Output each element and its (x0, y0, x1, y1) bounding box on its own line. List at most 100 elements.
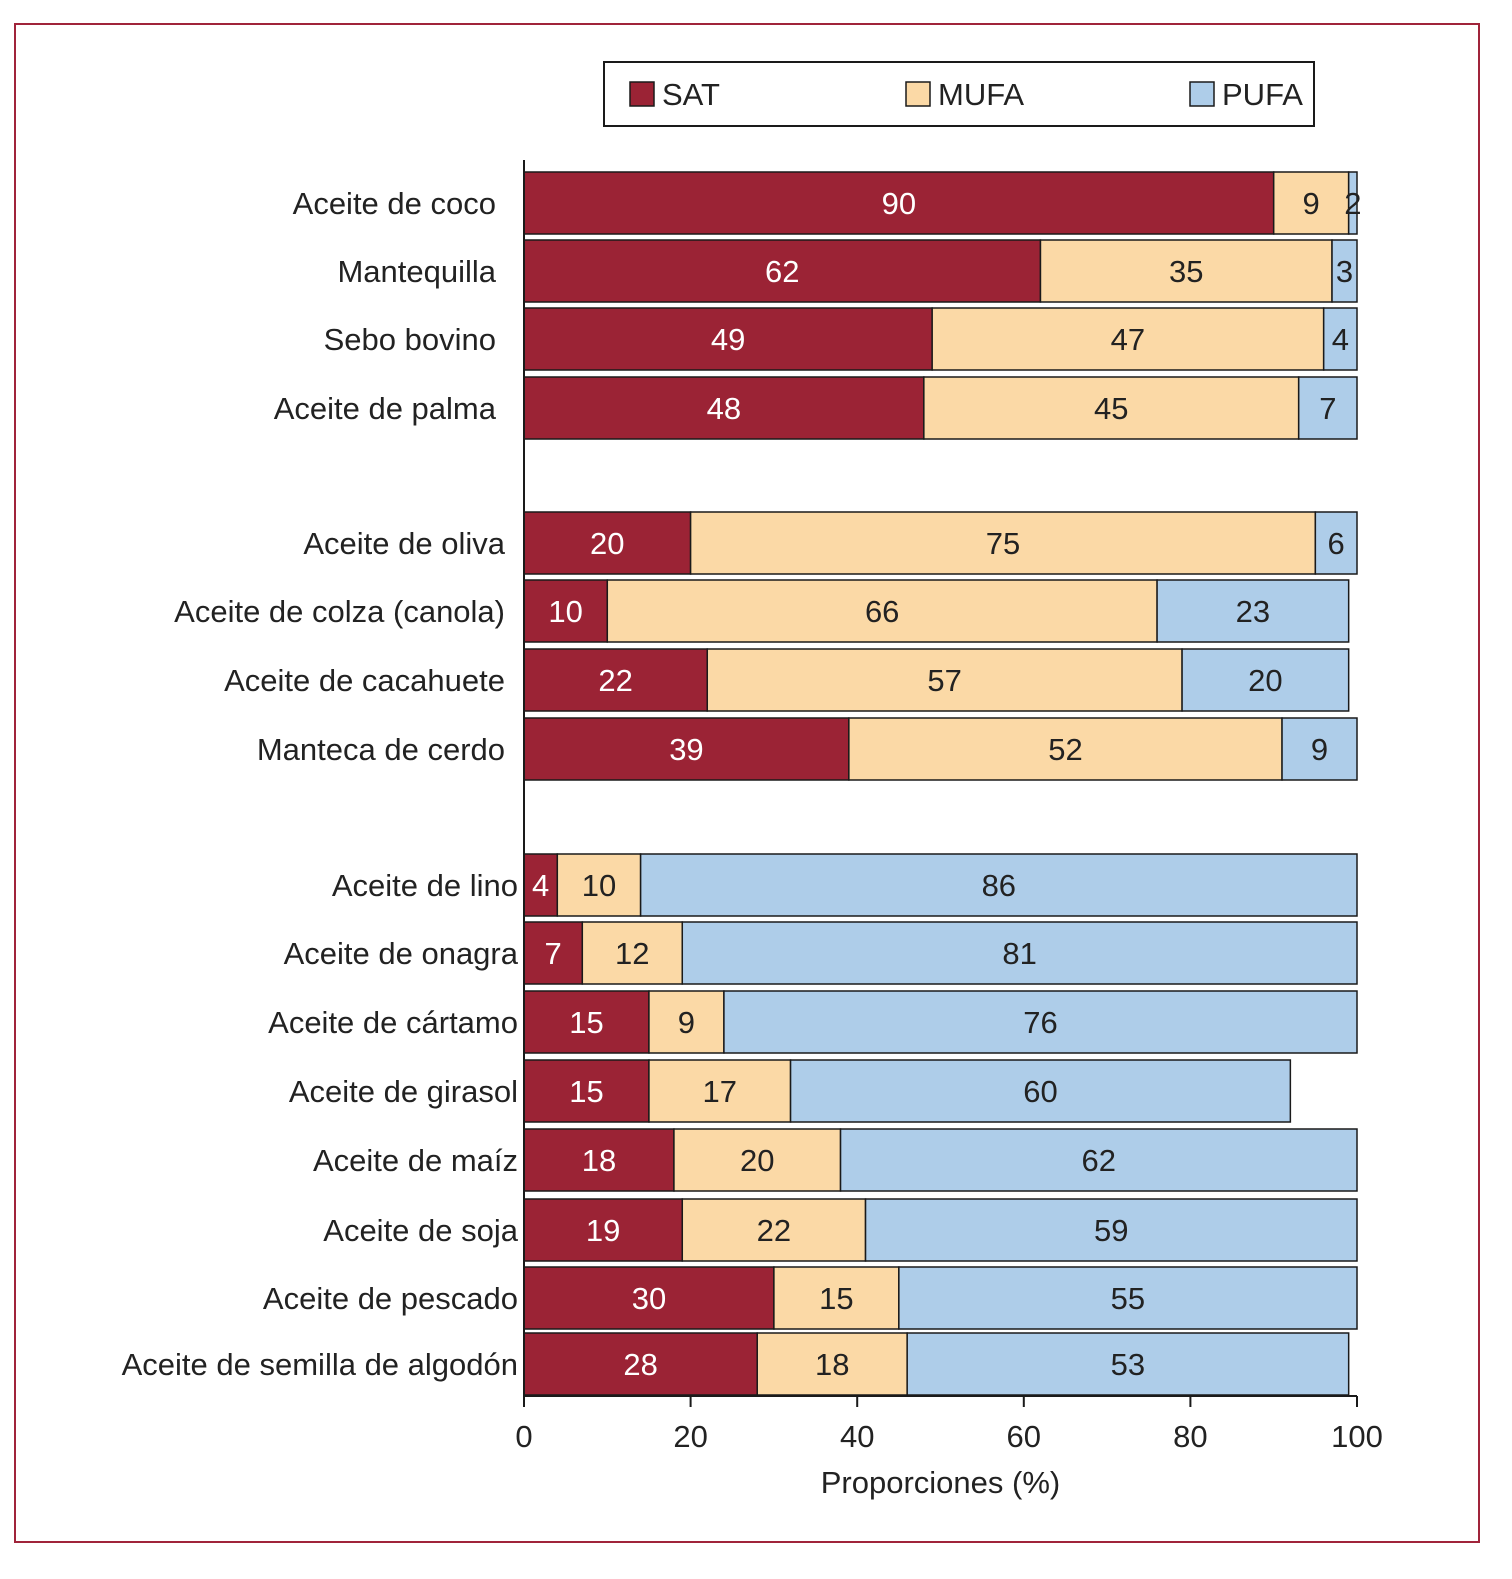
axes: 0 20 40 60 80 100 Proporciones (%) (515, 160, 1383, 1500)
bar-row-aceite-de-soja: Aceite de soja 19 22 59 (323, 1198, 1358, 1262)
bar-segment-pufa (864, 1198, 1358, 1262)
category-label: Aceite de onagra (284, 936, 519, 971)
data-label-mufa: 20 (740, 1143, 774, 1178)
data-label-mufa: 17 (703, 1074, 737, 1109)
data-label-pufa: 86 (982, 868, 1016, 903)
bar-segment-sat (523, 511, 692, 575)
x-tick-label: 80 (1173, 1419, 1207, 1454)
data-label-pufa: 55 (1111, 1281, 1145, 1316)
category-label: Aceite de cacahuete (224, 663, 505, 698)
data-label-sat: 15 (569, 1005, 603, 1040)
data-label-sat: 22 (598, 663, 632, 698)
bar-segment-sat (523, 1266, 775, 1330)
data-label-sat: 28 (623, 1347, 657, 1382)
data-label-sat: 20 (590, 526, 624, 561)
bar-segment-mufa (931, 307, 1325, 371)
x-axis-title: Proporciones (%) (821, 1465, 1060, 1500)
data-label-sat: 10 (548, 594, 582, 629)
data-label-pufa: 23 (1236, 594, 1270, 629)
category-label: Aceite de colza (canola) (174, 594, 505, 629)
data-label-pufa: 2 (1344, 186, 1361, 221)
bar-segment-pufa (1281, 717, 1358, 781)
data-label-mufa: 52 (1048, 732, 1082, 767)
data-label-sat: 15 (569, 1074, 603, 1109)
data-label-pufa: 60 (1023, 1074, 1057, 1109)
legend-item-pufa: PUFA (1189, 77, 1303, 112)
bar-segment-pufa (1156, 579, 1350, 643)
data-label-sat: 19 (586, 1213, 620, 1248)
legend-label: MUFA (938, 77, 1024, 112)
data-label-mufa: 18 (815, 1347, 849, 1382)
bar-row-mantequilla: Mantequilla 62 35 3 (337, 239, 1358, 303)
bar-segment-sat (523, 990, 650, 1054)
bar-segment-pufa (906, 1332, 1350, 1396)
category-label: Aceite de semilla de algodón (122, 1347, 518, 1382)
data-label-pufa: 81 (1002, 936, 1036, 971)
bar-row-manteca-de-cerdo: Manteca de cerdo 39 52 9 (257, 717, 1358, 781)
data-label-sat: 7 (545, 936, 562, 971)
bar-segment-sat (523, 717, 850, 781)
data-label-pufa: 53 (1111, 1347, 1145, 1382)
category-label: Mantequilla (337, 254, 496, 289)
data-label-pufa: 4 (1332, 322, 1349, 357)
bar-segment-pufa (723, 990, 1358, 1054)
bar-row-aceite-de-cartamo: Aceite de cártamo 15 9 76 (268, 990, 1358, 1054)
x-tick-label: 20 (673, 1419, 707, 1454)
category-label: Manteca de cerdo (257, 732, 505, 767)
bar-segment-mufa (848, 717, 1283, 781)
data-label-sat: 48 (707, 391, 741, 426)
bar-segment-sat (523, 239, 1042, 303)
bar-segment-mufa (673, 1128, 842, 1192)
category-label: Aceite de maíz (313, 1143, 518, 1178)
bar-row-aceite-de-girasol: Aceite de girasol 15 17 60 (289, 1059, 1292, 1123)
data-label-sat: 90 (882, 186, 916, 221)
bar-segment-pufa (1347, 171, 1358, 235)
bar-row-aceite-de-cacahuete: Aceite de cacahuete 22 57 20 (224, 648, 1350, 712)
data-label-pufa: 9 (1311, 732, 1328, 767)
bar-segment-mufa (689, 511, 1317, 575)
bar-segment-pufa (898, 1266, 1358, 1330)
x-tick-label: 40 (840, 1419, 874, 1454)
bar-segment-pufa (639, 853, 1358, 917)
bar-row-aceite-de-colza-canola: Aceite de colza (canola) 10 66 23 (174, 579, 1350, 643)
data-label-pufa: 76 (1023, 1005, 1057, 1040)
bar-row-aceite-de-pescado: Aceite de pescado 30 15 55 (263, 1266, 1358, 1330)
bar-row-aceite-de-maiz: Aceite de maíz 18 20 62 (313, 1128, 1358, 1192)
bar-segment-mufa (756, 1332, 908, 1396)
x-tick-label: 100 (1331, 1419, 1383, 1454)
data-label-sat: 30 (632, 1281, 666, 1316)
legend: SAT MUFA PUFA (603, 61, 1315, 127)
data-label-mufa: 47 (1111, 322, 1145, 357)
data-label-pufa: 3 (1336, 254, 1353, 289)
bar-segment-sat (523, 1128, 675, 1192)
category-label: Aceite de cártamo (268, 1005, 518, 1040)
bar-segment-sat (523, 579, 609, 643)
bar-segment-sat (523, 307, 933, 371)
chart-frame (14, 23, 1480, 1543)
legend-label: SAT (662, 77, 720, 112)
bar-segment-pufa (681, 921, 1358, 985)
category-label: Aceite de coco (293, 186, 496, 221)
legend-item-sat: SAT (629, 77, 720, 112)
bar-row-sebo-bovino: Sebo bovino 49 47 4 (324, 307, 1358, 371)
bar-segment-pufa (1297, 376, 1358, 440)
data-label-pufa: 7 (1319, 391, 1336, 426)
bar-row-aceite-de-palma: Aceite de palma 48 45 7 (274, 376, 1358, 440)
category-label: Aceite de pescado (263, 1281, 518, 1316)
bar-segment-pufa (839, 1128, 1358, 1192)
data-label-pufa: 20 (1248, 663, 1282, 698)
data-label-sat: 49 (711, 322, 745, 357)
bar-segment-pufa (1181, 648, 1350, 712)
data-label-mufa: 75 (986, 526, 1020, 561)
bar-segment-mufa (681, 1198, 867, 1262)
legend-swatch (629, 81, 655, 107)
category-label: Aceite de oliva (303, 526, 505, 561)
bar-segment-mufa (706, 648, 1183, 712)
data-label-pufa: 6 (1328, 526, 1345, 561)
data-label-mufa: 66 (865, 594, 899, 629)
data-label-pufa: 62 (1082, 1143, 1116, 1178)
bar-segment-mufa (648, 1059, 792, 1123)
data-label-mufa: 10 (582, 868, 616, 903)
bar-row-aceite-de-onagra: Aceite de onagra 7 12 81 (284, 921, 1358, 985)
